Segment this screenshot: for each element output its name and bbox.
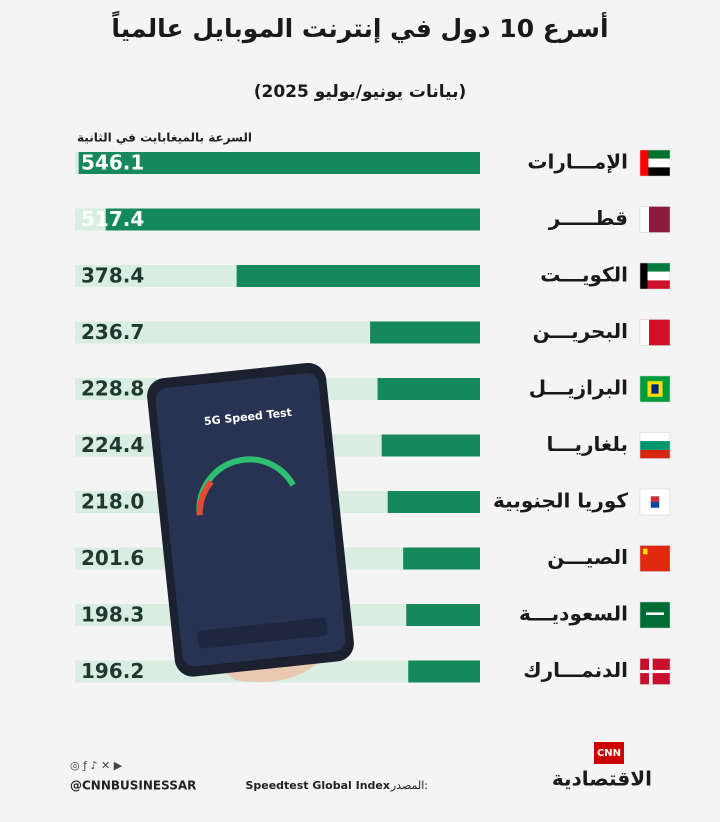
flag-border — [639, 149, 671, 177]
value-label: 224.4 — [81, 433, 144, 457]
phone-image: 5G Speed Test — [147, 362, 354, 682]
flag-border — [639, 488, 671, 516]
flag-border — [639, 658, 671, 685]
bar — [78, 152, 481, 174]
bar — [105, 208, 480, 231]
category-label: الصيـــن — [547, 545, 628, 569]
flag-part — [640, 449, 670, 459]
phone-body: 5G Speed Test — [147, 362, 354, 677]
bar — [387, 491, 480, 513]
phone-screen — [155, 373, 346, 667]
flag-border — [639, 206, 671, 233]
value-label: 378.4 — [81, 264, 144, 288]
chart-title: أسرع 10 دول في إنترنت الموبايل عالمياً — [111, 11, 608, 44]
source: Speedtest Global Index — [245, 779, 390, 792]
flag-part — [640, 206, 649, 233]
category-label: الإمـــارات — [527, 150, 628, 174]
flag-part — [640, 150, 649, 176]
value-label: 201.6 — [81, 546, 144, 570]
brand: الاقتصادية — [552, 767, 652, 791]
category-label: البرازيـــل — [529, 376, 628, 400]
bars: 546.1 الإمـــارات 517.4 قطـــــر 378.4 الكويـ… — [75, 149, 671, 685]
value-label: 198.3 — [81, 603, 144, 627]
bar — [370, 321, 480, 344]
bar — [236, 265, 480, 287]
flag-part — [640, 432, 670, 442]
flag-part — [640, 271, 670, 281]
category-label: الدنمـــارك — [523, 658, 628, 682]
bar — [408, 660, 480, 683]
axis-label: السرعة بالميغابايت في الثانية — [77, 131, 252, 145]
value-label: 236.7 — [81, 320, 144, 344]
flag-border — [639, 319, 671, 346]
flag-border — [639, 262, 671, 290]
category-label: السعوديـــة — [519, 602, 628, 626]
flag-part — [651, 384, 659, 394]
value-label: 517.4 — [81, 207, 144, 231]
flag-part — [650, 496, 660, 502]
bar — [381, 434, 480, 457]
bar — [377, 378, 480, 400]
flag-border — [639, 375, 671, 403]
flag-part — [646, 612, 664, 615]
flag-border — [639, 601, 671, 629]
flag-part — [640, 441, 670, 450]
chart-subtitle: (بيانات يونيو/يوليو 2025) — [254, 82, 467, 102]
category-label: البحريـــن — [533, 319, 628, 343]
category-label: قطـــــر — [548, 206, 628, 230]
source-label: المصدر: — [390, 779, 428, 792]
phone-toolbar — [197, 617, 328, 649]
flag-part — [640, 280, 670, 289]
value-label: 196.2 — [81, 659, 144, 683]
flag-part — [640, 319, 649, 346]
category-label: كوريا الجنوبية — [493, 489, 628, 513]
handle: @CNNBUSINESSAR — [70, 779, 196, 793]
flag-border — [639, 432, 671, 459]
flag-part — [640, 263, 670, 272]
logo: CNN — [597, 748, 621, 759]
flag-border — [639, 545, 671, 572]
flag-part — [640, 669, 670, 674]
social-icons: ◎ ƒ ♪ ✕ ▶ — [70, 759, 123, 772]
gauge-red — [196, 479, 214, 516]
bar — [406, 604, 480, 626]
flag-part — [640, 263, 648, 289]
flag-part — [640, 167, 670, 176]
value-label: 228.8 — [81, 377, 144, 401]
value-label: 546.1 — [81, 151, 144, 175]
flag-part — [643, 548, 648, 555]
bar — [403, 547, 480, 570]
flag-part — [650, 502, 660, 508]
flag-part — [640, 158, 670, 168]
value-label: 218.0 — [81, 490, 144, 514]
category-label: الكويـــت — [540, 263, 628, 287]
logo-box — [594, 742, 624, 764]
category-label: بلغاريـــا — [546, 432, 628, 456]
